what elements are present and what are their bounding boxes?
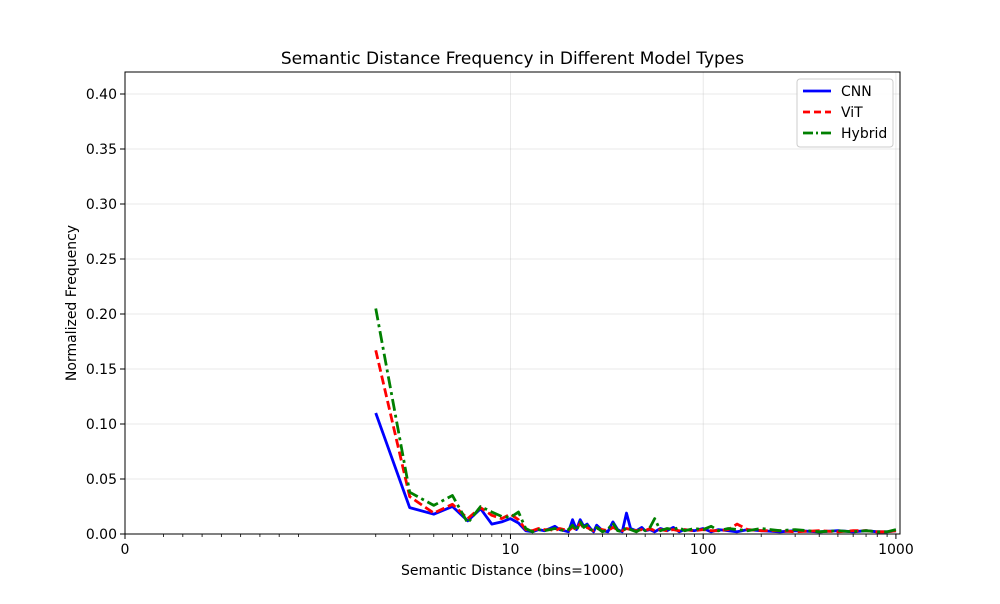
y-tick-label: 0.15 xyxy=(86,362,117,378)
y-tick-label: 0.40 xyxy=(86,87,117,103)
legend-label-hybrid: Hybrid xyxy=(841,126,887,142)
y-tick-label: 0.00 xyxy=(86,527,117,543)
legend: CNN ViT Hybrid xyxy=(796,78,894,148)
series-line-vit xyxy=(374,349,897,534)
chart-title: Semantic Distance Frequency in Different… xyxy=(281,49,744,69)
grid xyxy=(124,72,900,535)
y-tick-label: 0.05 xyxy=(86,472,117,488)
x-tick-label: 1000 xyxy=(878,542,914,558)
y-tick-label: 0.35 xyxy=(86,142,117,158)
x-tick-label: 10 xyxy=(502,542,520,558)
axis-ticks: 0.00 0.05 0.10 0.15 0.20 0.25 0.30 0.35 0.40 0 10 1… xyxy=(86,87,914,558)
y-axis-title: Normalized Frequency xyxy=(64,225,80,381)
x-tick-label: 100 xyxy=(690,542,717,558)
series-line-hybrid xyxy=(374,308,897,534)
legend-label-cnn: CNN xyxy=(841,84,872,100)
series-group xyxy=(374,308,897,534)
series-line-cnn xyxy=(374,412,897,534)
y-tick-label: 0.25 xyxy=(86,252,117,268)
y-tick-label: 0.20 xyxy=(86,307,117,323)
x-axis-title: Semantic Distance (bins=1000) xyxy=(401,563,624,579)
legend-box xyxy=(796,78,894,148)
plot-frame xyxy=(124,71,901,535)
legend-label-vit: ViT xyxy=(841,105,863,121)
y-tick-label: 0.30 xyxy=(86,197,117,213)
y-tick-label: 0.10 xyxy=(86,417,117,433)
x-tick-label: 0 xyxy=(121,542,130,558)
